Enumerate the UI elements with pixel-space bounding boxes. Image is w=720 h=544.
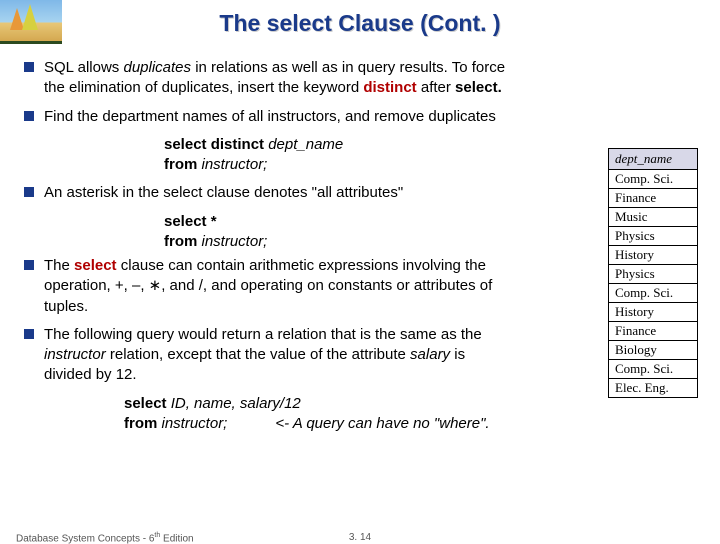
text: relation, except that the value of the a… xyxy=(106,346,410,363)
ident: dept_name xyxy=(268,136,343,153)
bullet-marker-icon xyxy=(24,260,34,270)
text-italic: duplicates xyxy=(123,59,191,76)
ident: salary xyxy=(410,346,450,363)
footer-page-number: 3. 14 xyxy=(349,532,371,543)
bullet-2-text: Find the department names of all instruc… xyxy=(44,107,514,127)
slide-title: The select Clause (Cont. ) xyxy=(0,0,720,37)
kw: from xyxy=(164,233,202,250)
bullet-1: SQL allows duplicates in relations as we… xyxy=(24,58,514,99)
slide-header: The select Clause (Cont. ) xyxy=(0,0,720,48)
bullet-marker-icon xyxy=(24,111,34,121)
code-line: from instructor; <- A query can have no "… xyxy=(124,414,696,434)
table-row: Finance xyxy=(609,322,697,341)
table-row: Comp. Sci. xyxy=(609,360,697,379)
footer-text: Database System Concepts - 6 xyxy=(16,533,154,544)
bullet-3-text: An asterisk in the select clause denotes… xyxy=(44,183,514,203)
bullet-3: An asterisk in the select clause denotes… xyxy=(24,183,514,203)
table-row: History xyxy=(609,246,697,265)
table-row: History xyxy=(609,303,697,322)
footer-text: Edition xyxy=(160,533,193,544)
bullet-5: The following query would return a relat… xyxy=(24,325,514,386)
table-row: Elec. Eng. xyxy=(609,379,697,397)
bullet-5-text: The following query would return a relat… xyxy=(44,325,514,386)
comment: <- A query can have no "where". xyxy=(275,415,489,432)
table-row: Finance xyxy=(609,189,697,208)
table-row: Physics xyxy=(609,265,697,284)
kw: from xyxy=(124,415,162,432)
table-row: Biology xyxy=(609,341,697,360)
bullet-4: The select clause can contain arithmetic… xyxy=(24,256,514,317)
bullet-2: Find the department names of all instruc… xyxy=(24,107,514,127)
kw: select distinct xyxy=(164,136,268,153)
kw: select xyxy=(124,395,171,412)
bullet-1-text: SQL allows duplicates in relations as we… xyxy=(44,58,514,99)
table-row: Physics xyxy=(609,227,697,246)
table-row: Music xyxy=(609,208,697,227)
ident: instructor; xyxy=(202,233,268,250)
code-block-3: select ID, name, salary/12 from instruct… xyxy=(124,394,696,435)
text: after xyxy=(417,79,455,96)
logo-image xyxy=(0,0,62,44)
bullet-marker-icon xyxy=(24,62,34,72)
text: The following query would return a relat… xyxy=(44,326,482,343)
ident: ID, name, salary/12 xyxy=(171,395,301,412)
kw: from xyxy=(164,156,202,173)
text: The xyxy=(44,257,74,274)
bullet-marker-icon xyxy=(24,329,34,339)
ident: instructor xyxy=(44,346,106,363)
kw: select * xyxy=(164,213,217,230)
bullet-marker-icon xyxy=(24,187,34,197)
footer-left: Database System Concepts - 6th Edition xyxy=(16,532,194,544)
bullet-4-text: The select clause can contain arithmetic… xyxy=(44,256,514,317)
table-header: dept_name xyxy=(609,149,697,170)
result-table: dept_name Comp. Sci. Finance Music Physi… xyxy=(608,148,698,398)
keyword-select: select xyxy=(74,257,117,274)
text: SQL allows xyxy=(44,59,123,76)
ident: instructor; xyxy=(162,415,228,432)
table-row: Comp. Sci. xyxy=(609,170,697,189)
keyword-distinct: distinct xyxy=(363,79,416,96)
ident: instructor; xyxy=(202,156,268,173)
table-row: Comp. Sci. xyxy=(609,284,697,303)
slide-content: SQL allows duplicates in relations as we… xyxy=(0,48,720,434)
keyword-select: select. xyxy=(455,79,502,96)
